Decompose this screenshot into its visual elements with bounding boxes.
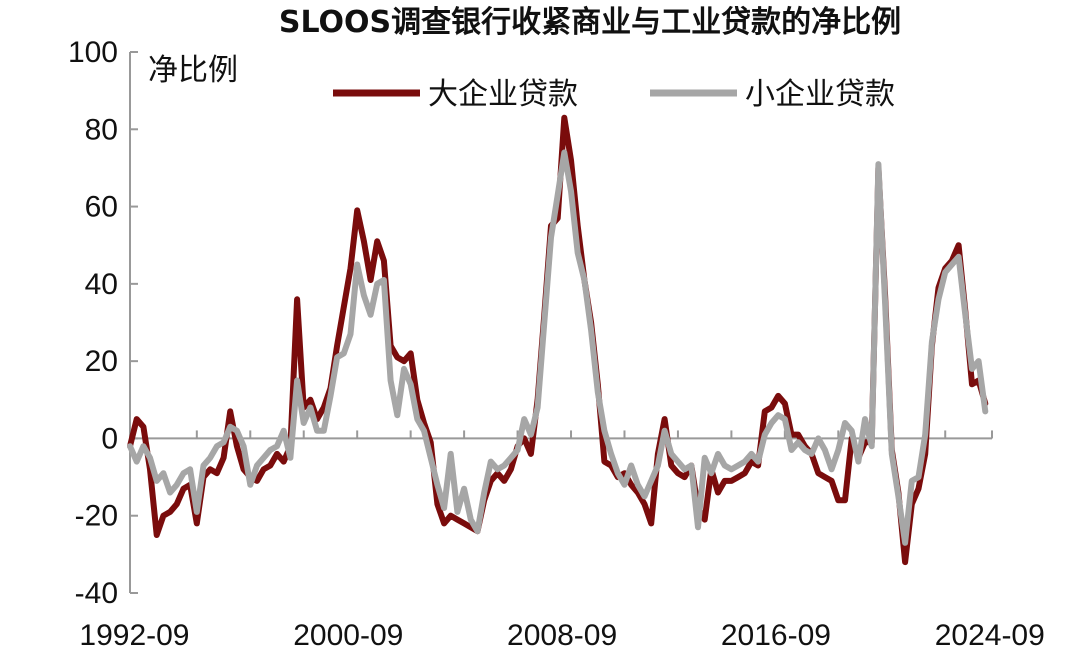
y-tick-label: 100: [68, 36, 118, 69]
y-tick-label: 0: [101, 422, 118, 455]
y-tick-label: 40: [85, 268, 118, 301]
legend: 大企业贷款 小企业贷款: [333, 77, 895, 112]
legend-label-small: 小企业贷款: [745, 77, 895, 112]
x-tick-label: 2016-09: [721, 619, 831, 652]
y-tick-label: 60: [85, 191, 118, 224]
y-tick-label: -40: [75, 577, 118, 610]
chart-title: SLOOS调查银行收紧商业与工业贷款的净比例: [279, 5, 901, 40]
axes: 100 80 60 40 20 0 -20 -40 1992-09 2000-09 2008-09 2…: [68, 36, 1045, 652]
series-line-large: [127, 114, 989, 566]
series-lines: [127, 114, 989, 566]
x-tick-label: 2024-09: [935, 619, 1045, 652]
legend-label-large: 大企业贷款: [428, 77, 578, 112]
series-line-small: [127, 149, 989, 546]
y-axis-label: 净比例: [148, 53, 238, 88]
y-tick-label: -20: [75, 500, 118, 533]
x-tick-label: 1992-09: [79, 619, 189, 652]
x-tick-label: 2008-09: [507, 619, 617, 652]
x-tick-label: 2000-09: [293, 619, 403, 652]
y-tick-label: 80: [85, 113, 118, 146]
y-tick-label: 20: [85, 345, 118, 378]
